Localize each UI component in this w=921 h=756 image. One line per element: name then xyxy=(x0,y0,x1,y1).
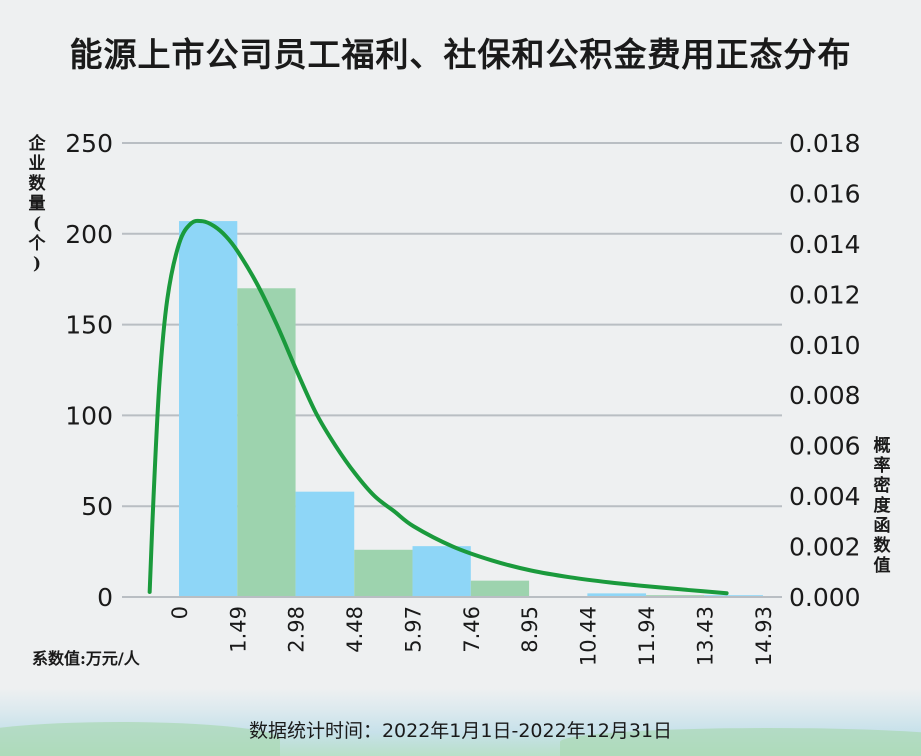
y2-tick-label: 0.004 xyxy=(789,482,861,511)
y2-tick-label: 0.000 xyxy=(789,583,861,612)
y-tick-label: 50 xyxy=(81,492,113,521)
histogram-bar xyxy=(354,549,413,597)
histogram-bar xyxy=(237,288,296,597)
y2-tick-label: 0.002 xyxy=(789,533,861,562)
y-tick-label: 100 xyxy=(65,401,113,430)
right-axis-label: 概率密度函数值 xyxy=(873,436,891,576)
y2-tick-label: 0.006 xyxy=(789,432,861,461)
y-tick-label: 0 xyxy=(97,583,113,612)
x-tick-label: 10.44 xyxy=(576,606,600,666)
y2-tick-label: 0.008 xyxy=(789,381,861,410)
histogram-bar xyxy=(412,546,471,597)
y2-tick-label: 0.018 xyxy=(789,129,861,158)
x-tick-label: 1.49 xyxy=(226,606,250,653)
x-tick-label: 13.43 xyxy=(693,606,717,666)
x-tick-label: 14.93 xyxy=(752,606,776,666)
y2-tick-label: 0.010 xyxy=(789,331,861,360)
y2-tick-label: 0.014 xyxy=(789,230,861,259)
y-tick-label: 200 xyxy=(65,220,113,249)
y2-tick-label: 0.016 xyxy=(789,179,861,208)
x-tick-label: 5.97 xyxy=(402,606,426,653)
x-tick-label: 0 xyxy=(168,606,192,619)
density-curve xyxy=(147,218,729,596)
unit-note: 系数值:万元/人 xyxy=(32,649,140,668)
x-tick-label: 4.48 xyxy=(343,606,367,653)
statistics-period: 数据统计时间：2022年1月1日-2022年12月31日 xyxy=(248,720,673,742)
histogram-bar xyxy=(295,491,355,597)
left-axis-label: 企业数量(个) xyxy=(28,134,46,274)
x-tick-label: 7.46 xyxy=(460,606,484,653)
histogram-bar xyxy=(470,580,530,597)
chart-title: 能源上市公司员工福利、社保和公积金费用正态分布 xyxy=(69,35,852,74)
y-tick-label: 250 xyxy=(65,129,113,158)
footer-decoration xyxy=(0,688,921,756)
y-tick-label: 150 xyxy=(65,311,113,340)
x-tick-label: 11.94 xyxy=(635,606,659,666)
x-tick-label: 8.95 xyxy=(518,606,542,653)
histogram-bar xyxy=(587,593,647,597)
y2-tick-label: 0.012 xyxy=(789,280,861,309)
x-tick-label: 2.98 xyxy=(285,606,309,653)
histogram-chart: 0 50 100 150 200 250 0.000 0.002 0.004 0.006 0.008… xyxy=(65,129,861,666)
histogram-bar xyxy=(179,221,238,597)
